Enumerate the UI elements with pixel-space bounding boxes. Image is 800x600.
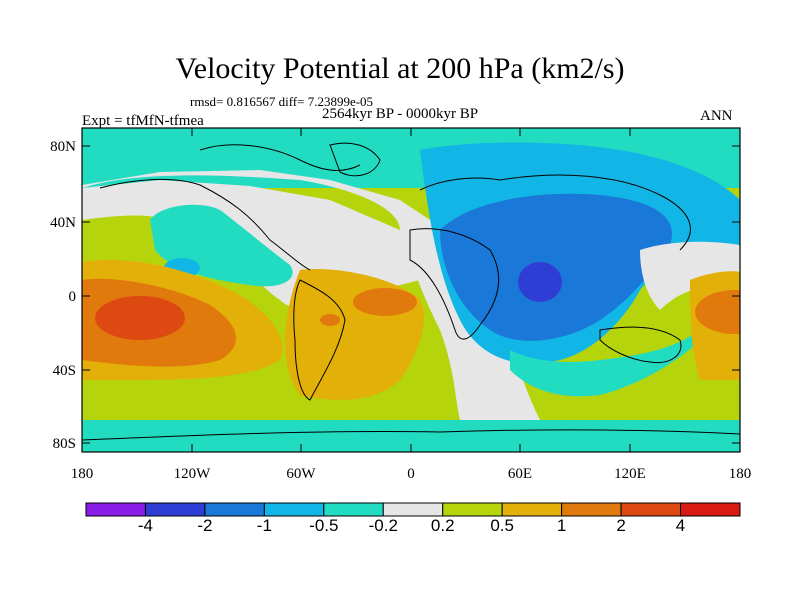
colorbar-swatch	[501, 502, 563, 517]
field-indian-dark	[518, 262, 562, 302]
coast-antarctica	[82, 429, 740, 441]
lon-label-60e: 60E	[507, 466, 533, 482]
colorbar-label: 1	[556, 516, 567, 535]
stats-line: rmsd= 0.816567 diff= 7.23899e-05	[190, 94, 374, 109]
map-title: Velocity Potential at 200 hPa (km2/s)	[175, 52, 625, 85]
colorbar-swatch	[85, 502, 146, 517]
experiment-label: Expt = tfMfN-tfmea	[82, 113, 204, 129]
field-pacific-red	[95, 296, 185, 340]
colorbar-label: -0.2	[368, 516, 398, 535]
colorbar-swatch	[382, 502, 444, 517]
coast-greenland	[329, 142, 381, 177]
field-atlantic-dark	[353, 288, 417, 316]
colorbar-swatch	[144, 502, 206, 517]
colorbar-label: 0.5	[490, 516, 514, 535]
field-wpac-neutral	[640, 241, 740, 310]
lat-label-0: 0	[68, 289, 77, 305]
colorbar-label: -1	[256, 516, 272, 535]
season-label: ANN	[700, 108, 733, 124]
lat-label-80n: 80N	[50, 139, 76, 155]
lat-label-40n: 40N	[50, 215, 76, 231]
colorbar-label: 4	[675, 516, 686, 535]
coast-canada-arctic	[199, 144, 361, 171]
colorbar-swatch	[680, 502, 741, 517]
colorbar-label: -0.5	[309, 516, 339, 535]
field-asia-blue	[440, 193, 672, 341]
contour-field	[82, 128, 740, 452]
coast-north-america	[99, 178, 311, 271]
field-neutral-band	[82, 170, 540, 420]
field-indian-green	[510, 330, 700, 397]
colorbar-label: 0.2	[430, 516, 455, 535]
lat-label-80s: 80S	[52, 436, 76, 452]
field-wpac-dark	[695, 290, 740, 334]
lon-label-0: 0	[407, 466, 415, 482]
colorbar-swatch	[442, 502, 503, 517]
colorbar-label: -2	[197, 516, 213, 535]
lon-label-180w: 180	[70, 466, 94, 482]
coast-africa	[409, 228, 500, 340]
lon-label-120w: 120W	[173, 466, 211, 482]
colorbar-swatch	[620, 502, 682, 517]
coast-eurasia	[419, 174, 691, 251]
colorbar-label: -4	[137, 516, 154, 535]
colorbar-label: 2	[616, 516, 626, 535]
colorbar-swatch	[204, 502, 265, 517]
lon-label-120e: 120E	[614, 466, 646, 482]
axis-ticks	[81, 128, 741, 452]
colorbar-swatch	[323, 502, 384, 517]
colorbar-swatch	[561, 502, 622, 517]
field-brazil-dark	[320, 314, 340, 326]
period-label: 2564kyr BP - 0000kyr BP	[322, 106, 479, 122]
colorbar	[85, 502, 741, 517]
coast-south-america	[293, 279, 346, 401]
coast-australia	[599, 326, 682, 364]
lon-label-60w: 60W	[286, 466, 316, 482]
lon-label-180e: 180	[728, 466, 752, 482]
lat-label-40s: 40S	[52, 363, 76, 379]
coastlines	[82, 142, 740, 441]
colorbar-swatch	[263, 502, 325, 517]
